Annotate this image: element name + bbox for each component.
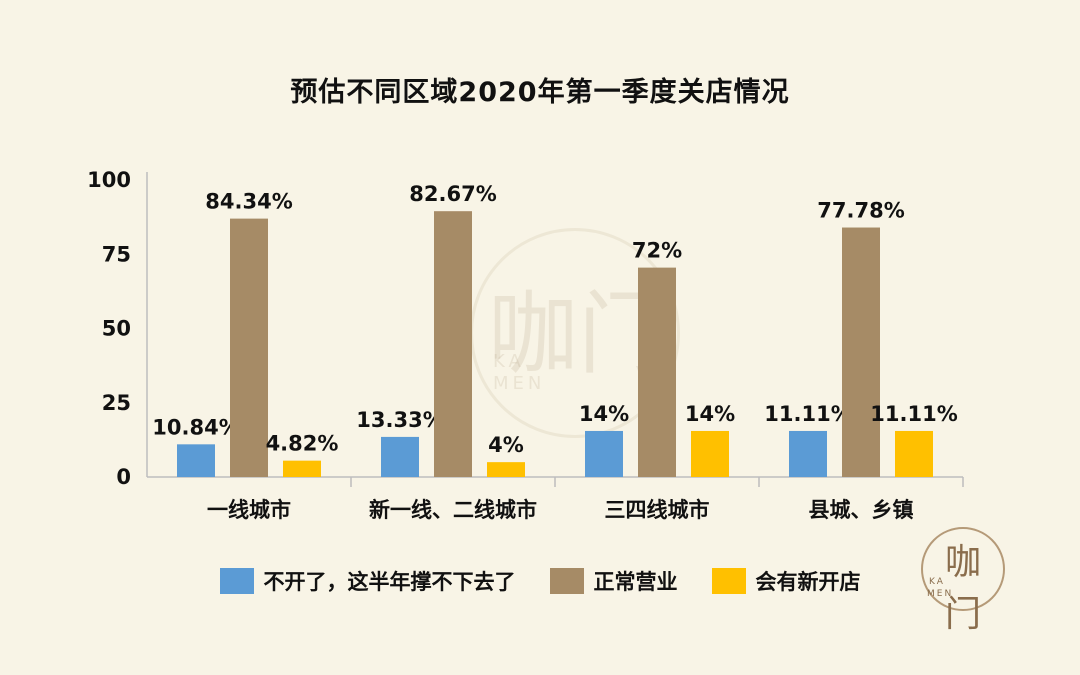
logo-letters-top: KA xyxy=(929,577,945,587)
legend: 不开了，这半年撑不下去了 正常营业 会有新开店 xyxy=(0,566,1080,596)
y-tick-label: 25 xyxy=(102,391,131,415)
bar xyxy=(177,444,215,477)
legend-item-close: 不开了，这半年撑不下去了 xyxy=(219,566,516,596)
data-label: 14% xyxy=(685,402,735,426)
bar xyxy=(487,462,525,477)
legend-label-new: 会有新开店 xyxy=(755,570,861,594)
x-tick-label: 一线城市 xyxy=(207,498,291,522)
bar xyxy=(230,218,268,478)
data-label: 77.78% xyxy=(817,199,904,223)
data-label: 11.11% xyxy=(764,402,851,426)
legend-swatch-normal xyxy=(549,568,584,594)
data-label: 10.84% xyxy=(152,415,239,439)
x-tick-label: 新一线、二线城市 xyxy=(369,498,537,522)
data-label: 4.82% xyxy=(266,432,339,456)
bar xyxy=(842,227,880,477)
bar xyxy=(434,211,472,477)
data-label: 72% xyxy=(632,239,682,263)
data-label: 82.67% xyxy=(409,182,496,206)
legend-item-normal: 正常营业 xyxy=(549,566,678,596)
bar xyxy=(381,436,419,477)
bar xyxy=(638,267,676,477)
legend-swatch-close xyxy=(219,568,254,594)
bar xyxy=(895,430,933,477)
logo-glyph: 咖门 xyxy=(944,542,981,635)
chart-title: 预估不同区域2020年第一季度关店情况 xyxy=(290,77,790,108)
bar xyxy=(789,430,827,477)
brand-logo: 咖门 KA MEN xyxy=(921,527,1005,635)
y-tick-label: 75 xyxy=(102,242,131,266)
x-tick-label: 县城、乡镇 xyxy=(809,498,914,522)
bar xyxy=(691,430,729,477)
data-label: 14% xyxy=(579,402,629,426)
legend-item-new: 会有新开店 xyxy=(711,566,861,596)
bar xyxy=(283,460,321,477)
y-tick-label: 100 xyxy=(87,168,131,192)
legend-swatch-new xyxy=(711,568,746,594)
y-tick-label: 50 xyxy=(102,317,131,341)
legend-label-close: 不开了，这半年撑不下去了 xyxy=(263,570,516,594)
y-tick-label: 0 xyxy=(116,465,131,489)
data-label: 4% xyxy=(488,433,524,457)
data-label: 84.34% xyxy=(205,190,292,214)
logo-letters-bottom: MEN xyxy=(927,589,954,599)
data-label: 11.11% xyxy=(870,402,957,426)
legend-label-normal: 正常营业 xyxy=(593,570,678,594)
x-tick-label: 三四线城市 xyxy=(605,498,710,522)
bar xyxy=(585,430,623,477)
data-label: 13.33% xyxy=(356,408,443,432)
